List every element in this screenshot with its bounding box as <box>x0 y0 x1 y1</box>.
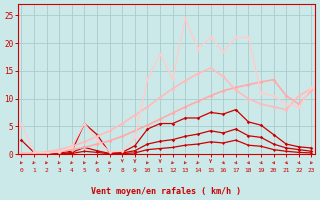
X-axis label: Vent moyen/en rafales ( km/h ): Vent moyen/en rafales ( km/h ) <box>92 187 241 196</box>
